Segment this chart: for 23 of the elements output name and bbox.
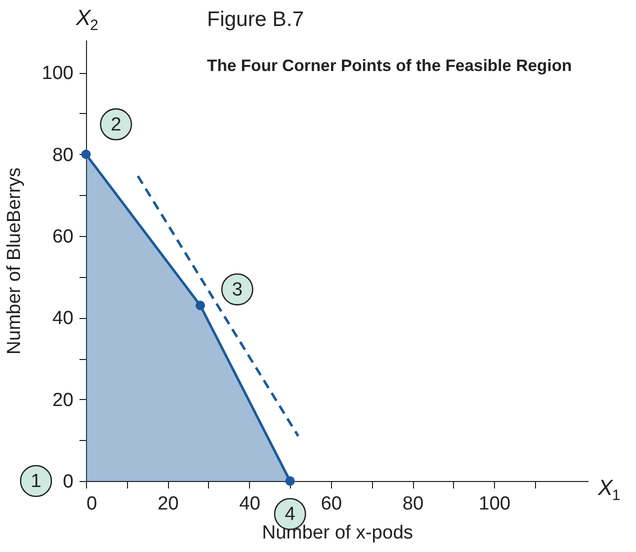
y-tick-label: 0: [62, 472, 74, 492]
point: [81, 150, 91, 160]
chart-title: Figure B.7: [207, 8, 304, 31]
x-tick-label: 0: [86, 494, 98, 514]
x-tick-label: 40: [239, 494, 260, 514]
y-tick-label: 60: [52, 226, 74, 248]
y-tick-label: 40: [52, 308, 74, 330]
text: The Four Corner Points of the Feasible Region: [207, 57, 572, 75]
x-axis-title: Number of x-pods: [262, 522, 414, 544]
x-tick-label: 20: [158, 494, 179, 514]
x-tick-label: 100: [478, 494, 510, 514]
annotation: 3: [232, 279, 243, 300]
y-tick-label: 100: [42, 63, 74, 84]
point: [196, 300, 206, 310]
y-tick-label: 20: [52, 390, 74, 411]
annotation: 4: [284, 504, 296, 525]
y-tick-label: 80: [52, 144, 74, 166]
x-tick-label: 80: [402, 494, 424, 514]
point: [285, 476, 295, 486]
annotation: 1: [30, 471, 42, 492]
annotation: 2: [110, 114, 122, 136]
x-tick-label: 60: [320, 494, 342, 514]
y-axis-title: Number of BlueBerrys: [4, 168, 25, 354]
